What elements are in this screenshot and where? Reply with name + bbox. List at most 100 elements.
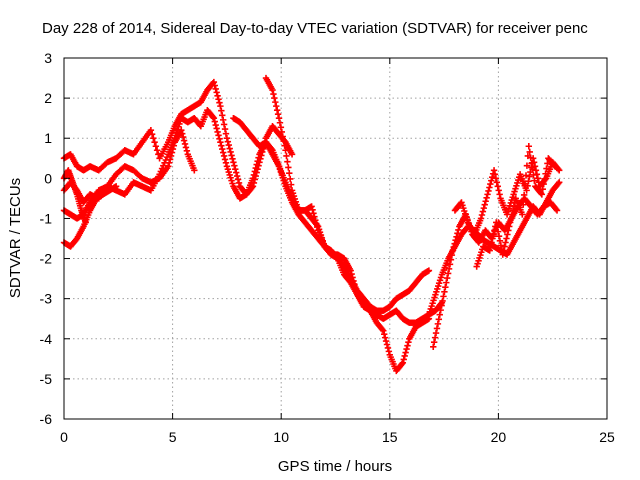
data-point (440, 293, 447, 300)
data-point (232, 165, 239, 173)
data-point (278, 128, 286, 136)
data-point (496, 191, 503, 198)
data-point (405, 339, 412, 346)
data-point (400, 356, 407, 363)
data-point (401, 352, 408, 360)
data-point (178, 127, 185, 134)
data-point (214, 92, 221, 100)
gridlines (64, 58, 607, 419)
data-point (281, 142, 288, 149)
data-point (480, 204, 488, 212)
data-point (225, 141, 232, 149)
data-point (276, 119, 284, 126)
data-point (170, 142, 178, 149)
series-track-e (60, 167, 89, 226)
data-point (179, 130, 186, 137)
data-point (254, 157, 261, 165)
data-point (506, 223, 513, 230)
data-point (530, 171, 537, 179)
data-point (486, 247, 493, 254)
data-point (492, 175, 500, 182)
data-point (277, 124, 285, 131)
data-point (398, 360, 406, 368)
data-point (494, 228, 502, 235)
data-point (488, 239, 495, 246)
data-point (287, 181, 295, 188)
data-point (211, 82, 218, 89)
data-point (148, 131, 156, 138)
x-tick-label: 10 (273, 429, 289, 445)
data-point (436, 311, 443, 318)
data-point (529, 165, 536, 173)
data-point (253, 161, 260, 168)
data-point (221, 156, 229, 163)
data-point (552, 206, 560, 213)
data-point (487, 243, 494, 250)
data-point (534, 175, 542, 182)
series-track-a (60, 78, 296, 198)
data-point (527, 154, 534, 161)
data-point (555, 165, 562, 173)
data-point (167, 152, 175, 160)
data-point (506, 219, 514, 226)
data-point (455, 226, 462, 234)
data-point (215, 132, 222, 139)
data-point (285, 164, 292, 171)
data-point (231, 162, 238, 169)
data-point (219, 112, 226, 119)
data-point (230, 159, 237, 166)
data-point (150, 135, 157, 142)
data-point (500, 247, 507, 254)
y-tick-label: -6 (40, 411, 53, 427)
y-tick-label: -1 (40, 210, 53, 226)
data-point (182, 144, 190, 151)
data-point (525, 177, 532, 185)
data-point (496, 237, 504, 244)
data-point (213, 89, 220, 96)
data-point (521, 182, 529, 189)
data-point (538, 191, 546, 198)
y-tick-label: -3 (40, 291, 53, 307)
data-point (180, 137, 188, 144)
data-point (381, 330, 388, 338)
data-point (235, 179, 243, 187)
data-point (402, 349, 409, 356)
data-point (216, 135, 223, 142)
data-point (284, 158, 291, 165)
data-point (444, 274, 451, 282)
data-point (215, 96, 222, 103)
data-point (435, 316, 443, 323)
data-point (520, 191, 528, 199)
y-tick-label: -5 (40, 371, 53, 387)
data-point (183, 147, 191, 155)
data-point (441, 288, 448, 295)
data-point (509, 207, 517, 214)
data-points (60, 74, 563, 375)
data-point (537, 190, 545, 197)
data-point (313, 220, 320, 227)
data-point (504, 231, 511, 238)
data-point (166, 156, 174, 163)
data-point (153, 147, 161, 154)
data-point (270, 90, 277, 98)
y-axis-label: SDTVAR / TECUs (7, 178, 24, 298)
data-point (273, 106, 281, 114)
data-point (483, 194, 490, 202)
data-point (224, 138, 232, 145)
data-point (508, 211, 516, 218)
x-axis-label: GPS time / hours (278, 458, 392, 475)
data-point (490, 231, 497, 238)
data-point (493, 179, 501, 186)
data-point (507, 215, 515, 222)
data-point (490, 167, 498, 174)
data-point (219, 149, 227, 156)
series-track-g (262, 74, 446, 326)
data-point (147, 127, 155, 134)
data-point (481, 201, 488, 208)
axes: 0 5 10 15 20 25 -6 -5 -4 -3 -2 -1 0 1 2 3 (40, 50, 615, 445)
data-point (181, 140, 189, 148)
data-point (425, 267, 433, 274)
data-point (543, 165, 550, 172)
data-point (165, 159, 173, 167)
data-point (179, 133, 187, 141)
